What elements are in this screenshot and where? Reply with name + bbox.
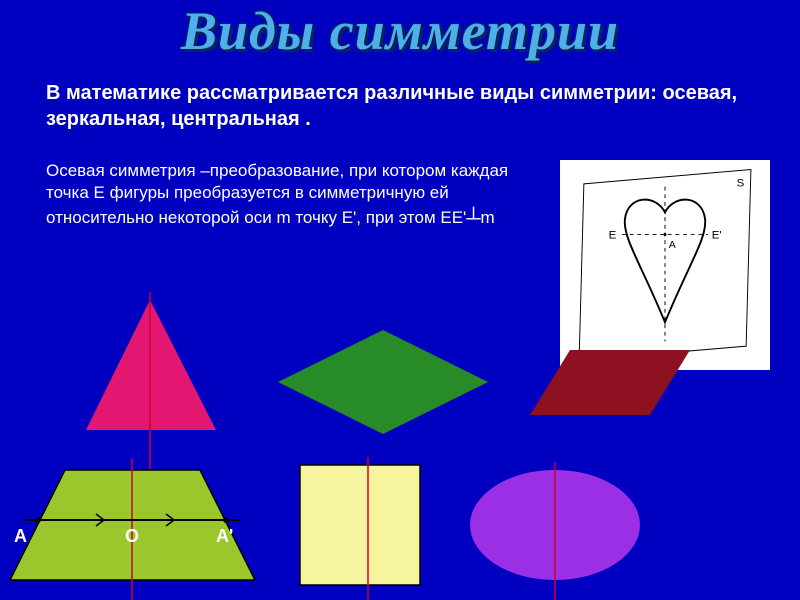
definition-tail: m [480, 208, 494, 227]
trapezoid-label-o: O [125, 526, 139, 547]
shape-triangle [68, 300, 233, 470]
trapezoid-label-aprime: A' [216, 526, 233, 547]
shape-ellipse [470, 470, 640, 595]
shape-square [300, 465, 420, 595]
definition-text: Осевая симметрия –преобразование, при ко… [46, 160, 526, 230]
definition-body: Осевая симметрия –преобразование, при ко… [46, 161, 508, 227]
slide-subtitle: В математике рассматривается различные в… [46, 80, 754, 132]
heart-label-s: S [737, 178, 745, 190]
perpendicular-symbol: ┴ [466, 208, 480, 230]
shape-rhombus-green [278, 330, 488, 434]
heart-label-e: E [609, 229, 617, 241]
heart-label-eprime: E' [712, 229, 722, 241]
slide-title: Виды симметрии [181, 0, 619, 62]
heart-label-a: A [669, 239, 676, 251]
shapes-area: A O A' [0, 300, 800, 600]
trapezoid-label-a: A [14, 526, 27, 547]
shape-parallelogram-red [530, 350, 690, 415]
